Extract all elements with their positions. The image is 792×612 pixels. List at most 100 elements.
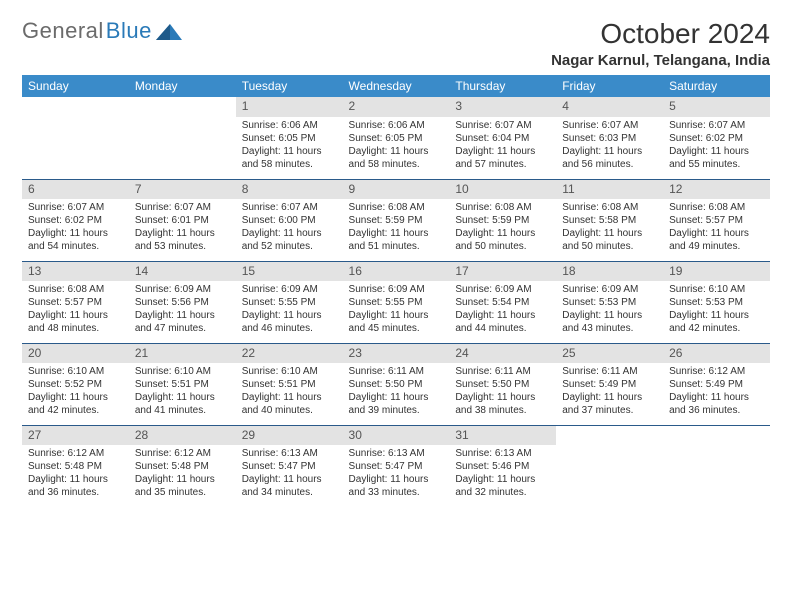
daylight-text: Daylight: 11 hours [135, 309, 230, 322]
day-number: 11 [556, 180, 663, 200]
daylight-text: Daylight: 11 hours [669, 227, 764, 240]
brand-part1: General [22, 18, 104, 44]
day-number: 1 [236, 97, 343, 117]
daylight-text: Daylight: 11 hours [242, 145, 337, 158]
sunrise-text: Sunrise: 6:12 AM [135, 447, 230, 460]
day-details: Sunrise: 6:12 AMSunset: 5:49 PMDaylight:… [663, 363, 770, 417]
daylight-text: and 46 minutes. [242, 322, 337, 335]
daylight-text: and 39 minutes. [349, 404, 444, 417]
sunset-text: Sunset: 5:49 PM [562, 378, 657, 391]
sunrise-text: Sunrise: 6:11 AM [349, 365, 444, 378]
day-number: 13 [22, 262, 129, 282]
sunrise-text: Sunrise: 6:12 AM [28, 447, 123, 460]
calendar-cell: 24Sunrise: 6:11 AMSunset: 5:50 PMDayligh… [449, 343, 556, 425]
calendar-cell: 30Sunrise: 6:13 AMSunset: 5:47 PMDayligh… [343, 425, 450, 507]
day-details: Sunrise: 6:10 AMSunset: 5:53 PMDaylight:… [663, 281, 770, 335]
day-number: 2 [343, 97, 450, 117]
calendar-cell: 12Sunrise: 6:08 AMSunset: 5:57 PMDayligh… [663, 179, 770, 261]
daylight-text: and 43 minutes. [562, 322, 657, 335]
calendar-cell: 1 Sunrise: 6:06 AMSunset: 6:05 PMDaylight… [236, 97, 343, 179]
sunrise-text: Sunrise: 6:09 AM [135, 283, 230, 296]
sunset-text: Sunset: 5:53 PM [562, 296, 657, 309]
day-details: Sunrise: 6:09 AMSunset: 5:56 PMDaylight:… [129, 281, 236, 335]
calendar-cell: 9Sunrise: 6:08 AMSunset: 5:59 PMDaylight… [343, 179, 450, 261]
calendar-week: 6Sunrise: 6:07 AMSunset: 6:02 PMDaylight… [22, 179, 770, 261]
day-number: 4 [556, 97, 663, 117]
day-details: Sunrise: 6:07 AMSunset: 6:03 PMDaylight:… [556, 117, 663, 171]
calendar-cell: 16Sunrise: 6:09 AMSunset: 5:55 PMDayligh… [343, 261, 450, 343]
day-header: Sunday [22, 75, 129, 97]
sunset-text: Sunset: 5:55 PM [242, 296, 337, 309]
calendar-cell: 29Sunrise: 6:13 AMSunset: 5:47 PMDayligh… [236, 425, 343, 507]
sunrise-text: Sunrise: 6:07 AM [242, 201, 337, 214]
daylight-text: and 51 minutes. [349, 240, 444, 253]
header: GeneralBlue October 2024 Nagar Karnul, T… [22, 18, 770, 69]
day-header: Saturday [663, 75, 770, 97]
logo-triangle-icon [156, 22, 182, 40]
location: Nagar Karnul, Telangana, India [551, 52, 770, 69]
sunrise-text: Sunrise: 6:10 AM [28, 365, 123, 378]
calendar-cell: 5Sunrise: 6:07 AMSunset: 6:02 PMDaylight… [663, 97, 770, 179]
day-number: 24 [449, 344, 556, 364]
calendar-cell: 28Sunrise: 6:12 AMSunset: 5:48 PMDayligh… [129, 425, 236, 507]
daylight-text: and 58 minutes. [349, 158, 444, 171]
day-number: 25 [556, 344, 663, 364]
daylight-text: and 50 minutes. [562, 240, 657, 253]
daylight-text: and 36 minutes. [28, 486, 123, 499]
daylight-text: Daylight: 11 hours [455, 227, 550, 240]
daylight-text: Daylight: 11 hours [349, 227, 444, 240]
sunrise-text: Sunrise: 6:07 AM [669, 119, 764, 132]
sunrise-text: Sunrise: 6:13 AM [455, 447, 550, 460]
sunrise-text: Sunrise: 6:09 AM [242, 283, 337, 296]
calendar-cell: 7Sunrise: 6:07 AMSunset: 6:01 PMDaylight… [129, 179, 236, 261]
sunrise-text: Sunrise: 6:11 AM [455, 365, 550, 378]
calendar-cell: 3Sunrise: 6:07 AMSunset: 6:04 PMDaylight… [449, 97, 556, 179]
daylight-text: and 56 minutes. [562, 158, 657, 171]
sunset-text: Sunset: 5:51 PM [242, 378, 337, 391]
calendar-cell [663, 425, 770, 507]
daylight-text: and 45 minutes. [349, 322, 444, 335]
calendar-body: 1Sunrise: 6:06 AMSunset: 6:05 PMDaylight… [22, 97, 770, 507]
sunrise-text: Sunrise: 6:07 AM [28, 201, 123, 214]
daylight-text: Daylight: 11 hours [669, 309, 764, 322]
sunrise-text: Sunrise: 6:08 AM [28, 283, 123, 296]
day-details: Sunrise: 6:08 AMSunset: 5:58 PMDaylight:… [556, 199, 663, 253]
day-details: Sunrise: 6:07 AMSunset: 6:01 PMDaylight:… [129, 199, 236, 253]
sunset-text: Sunset: 6:05 PM [242, 132, 337, 145]
sunset-text: Sunset: 5:48 PM [28, 460, 123, 473]
day-number: 27 [22, 426, 129, 446]
daylight-text: and 38 minutes. [455, 404, 550, 417]
sunrise-text: Sunrise: 6:07 AM [562, 119, 657, 132]
day-number: 16 [343, 262, 450, 282]
day-number: 18 [556, 262, 663, 282]
day-number: 8 [236, 180, 343, 200]
calendar-cell: 20Sunrise: 6:10 AMSunset: 5:52 PMDayligh… [22, 343, 129, 425]
daylight-text: and 36 minutes. [669, 404, 764, 417]
sunrise-text: Sunrise: 6:07 AM [135, 201, 230, 214]
calendar-cell: 23Sunrise: 6:11 AMSunset: 5:50 PMDayligh… [343, 343, 450, 425]
day-number: 23 [343, 344, 450, 364]
day-details: Sunrise: 6:13 AMSunset: 5:47 PMDaylight:… [236, 445, 343, 499]
sunset-text: Sunset: 5:58 PM [562, 214, 657, 227]
daylight-text: Daylight: 11 hours [135, 227, 230, 240]
day-number: 30 [343, 426, 450, 446]
day-number: 15 [236, 262, 343, 282]
calendar-cell: 25Sunrise: 6:11 AMSunset: 5:49 PMDayligh… [556, 343, 663, 425]
sunset-text: Sunset: 6:03 PM [562, 132, 657, 145]
sunset-text: Sunset: 5:56 PM [135, 296, 230, 309]
sunrise-text: Sunrise: 6:07 AM [455, 119, 550, 132]
day-details: Sunrise: 6:12 AMSunset: 5:48 PMDaylight:… [22, 445, 129, 499]
sunset-text: Sunset: 5:49 PM [669, 378, 764, 391]
calendar-cell [22, 97, 129, 179]
sunrise-text: Sunrise: 6:06 AM [242, 119, 337, 132]
day-header: Friday [556, 75, 663, 97]
daylight-text: Daylight: 11 hours [349, 473, 444, 486]
sunrise-text: Sunrise: 6:10 AM [669, 283, 764, 296]
daylight-text: Daylight: 11 hours [135, 473, 230, 486]
brand-logo: GeneralBlue [22, 18, 182, 44]
daylight-text: and 41 minutes. [135, 404, 230, 417]
day-number: 17 [449, 262, 556, 282]
daylight-text: Daylight: 11 hours [135, 391, 230, 404]
sunset-text: Sunset: 5:50 PM [349, 378, 444, 391]
day-header: Monday [129, 75, 236, 97]
